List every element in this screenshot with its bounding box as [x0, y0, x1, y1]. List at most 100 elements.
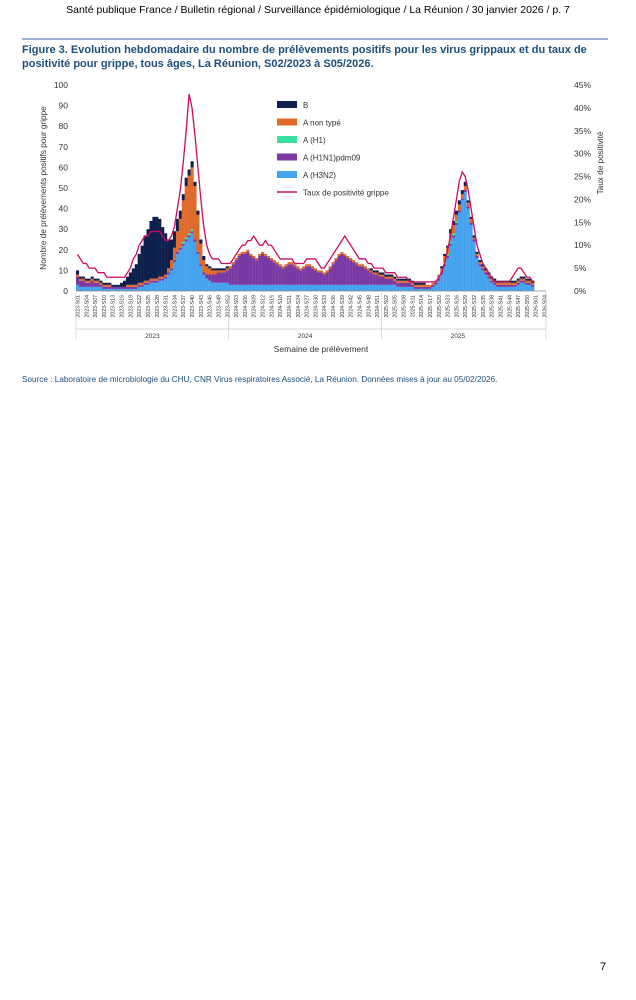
bar-b: [369, 268, 373, 271]
bar-a-non-typ-: [522, 278, 526, 281]
bar-a-h3n2-: [322, 284, 326, 291]
bar-b: [472, 235, 476, 238]
bar-a-h3n2-: [513, 286, 517, 291]
y2-tick-label: 45%: [574, 80, 591, 90]
x-tick-label: 2024-S39: [340, 295, 346, 318]
x-tick-label: 2025-S05: [393, 295, 399, 318]
bar-a-h1n1-pdm09: [369, 272, 373, 285]
bar-a-h1n1-pdm09: [434, 282, 438, 285]
bar-a-h1n1-pdm09: [99, 284, 103, 287]
bar-a-non-typ-: [525, 280, 529, 283]
x-tick-label: 2024-S30: [313, 295, 319, 318]
bar-a-h3n2-: [422, 288, 426, 291]
bar-a-h3n2-: [375, 284, 379, 291]
x-tick-label: 2023-S01: [75, 295, 81, 318]
bar-a-non-typ-: [422, 284, 426, 287]
bar-a-h1n1-pdm09: [319, 272, 323, 285]
legend-swatch: [277, 118, 297, 126]
bar-b: [519, 276, 523, 279]
x-tick-label: 2024-S42: [349, 295, 355, 318]
bar-b: [81, 276, 85, 279]
x-tick-label: 2024-S06: [243, 295, 249, 318]
bar-a-h1-: [452, 233, 456, 236]
bar-a-h1n1-pdm09: [278, 266, 282, 285]
bar-a-non-typ-: [161, 276, 165, 279]
bar-a-h1n1-pdm09: [172, 260, 177, 263]
bar-b: [134, 264, 138, 285]
bar-a-h1n1-pdm09: [425, 286, 429, 289]
bar-a-non-typ-: [222, 270, 226, 273]
bar-b: [452, 220, 456, 226]
bar-a-h1n1-pdm09: [405, 282, 409, 287]
bar-a-h1n1-pdm09: [402, 282, 406, 287]
bar-b: [407, 278, 412, 281]
bar-a-non-typ-: [325, 270, 329, 273]
bar-a-h3n2-: [358, 284, 362, 291]
bar-b: [449, 229, 453, 234]
bar-a-h3n2-: [402, 286, 406, 291]
bar-b: [78, 276, 83, 279]
x-tick-label: 2024-S24: [296, 295, 302, 318]
bar-b: [525, 278, 529, 281]
bar-a-h3n2-: [187, 237, 191, 291]
bar-a-h3n2-: [231, 284, 235, 291]
bar-a-h3n2-: [366, 284, 370, 291]
bar-a-h1n1-pdm09: [358, 266, 362, 285]
bar-a-h3n2-: [496, 286, 500, 291]
x-tick-label: 2024-S15: [269, 295, 275, 318]
bar-a-non-typ-: [284, 264, 288, 267]
bar-b: [493, 278, 497, 281]
bar-a-h3n2-: [199, 266, 203, 291]
header-divider: [22, 38, 608, 40]
bar-a-h1n1-pdm09: [460, 198, 464, 201]
bar-a-non-typ-: [131, 284, 135, 287]
bar-a-non-typ-: [269, 258, 273, 261]
y-axis-title: Nombre de prélèvements positifs pour gri…: [39, 106, 48, 270]
bar-a-non-typ-: [90, 278, 94, 281]
bar-a-non-typ-: [425, 284, 429, 287]
bar-a-h1n1-pdm09: [499, 284, 503, 287]
bar-a-h1n1-pdm09: [155, 280, 159, 283]
bar-a-h1n1-pdm09: [346, 258, 350, 285]
bar-a-h3n2-: [525, 284, 529, 291]
x-tick-label: 2025-S26: [454, 295, 460, 318]
bar-a-h1n1-pdm09: [231, 264, 235, 285]
bar-a-non-typ-: [143, 280, 147, 283]
bar-a-h3n2-: [299, 284, 303, 291]
bar-a-h1-: [184, 237, 188, 240]
bar-a-non-typ-: [275, 262, 279, 265]
bar-a-non-typ-: [170, 260, 174, 269]
bar-a-h1n1-pdm09: [287, 264, 291, 285]
y-tick-label: 60: [59, 162, 69, 172]
bar-a-h1n1-pdm09: [419, 286, 423, 289]
bar-a-h3n2-: [352, 284, 356, 291]
bar-a-h1n1-pdm09: [308, 266, 312, 285]
bar-a-h3n2-: [293, 284, 297, 291]
bar-b: [172, 231, 177, 248]
bar-a-h1n1-pdm09: [293, 266, 297, 285]
bar-a-h3n2-: [249, 284, 253, 291]
x-tick-label: 2023-S52: [225, 295, 231, 318]
bar-a-non-typ-: [290, 262, 294, 265]
bar-a-non-typ-: [378, 274, 382, 277]
bar-a-non-typ-: [463, 185, 467, 191]
bar-a-h1n1-pdm09: [184, 239, 188, 242]
bar-a-h1n1-pdm09: [222, 272, 226, 283]
bar-a-non-typ-: [187, 175, 191, 234]
bar-a-h3n2-: [143, 284, 147, 291]
bar-a-h3n2-: [87, 286, 91, 291]
bar-a-h3n2-: [108, 288, 112, 291]
bar-a-non-typ-: [128, 284, 132, 287]
influenza-chart: 0 10 20 30 40 50 60 70 80 90 100 0% 5% 10% 15% 20% 25% 30…: [39, 80, 605, 354]
bar-a-h1n1-pdm09: [372, 274, 376, 285]
bar-a-h1n1-pdm09: [487, 276, 491, 279]
bar-a-non-typ-: [499, 282, 503, 285]
bar-a-h1n1-pdm09: [416, 286, 420, 289]
bar-b: [123, 280, 127, 287]
bar-b: [390, 274, 394, 277]
bar-a-non-typ-: [510, 282, 514, 285]
bar-a-h3n2-: [217, 282, 221, 291]
bar-a-h1n1-pdm09: [199, 264, 203, 267]
x-tick-label: 2025-S44: [507, 295, 513, 318]
x-tick-label: 2025-S38: [490, 295, 496, 318]
